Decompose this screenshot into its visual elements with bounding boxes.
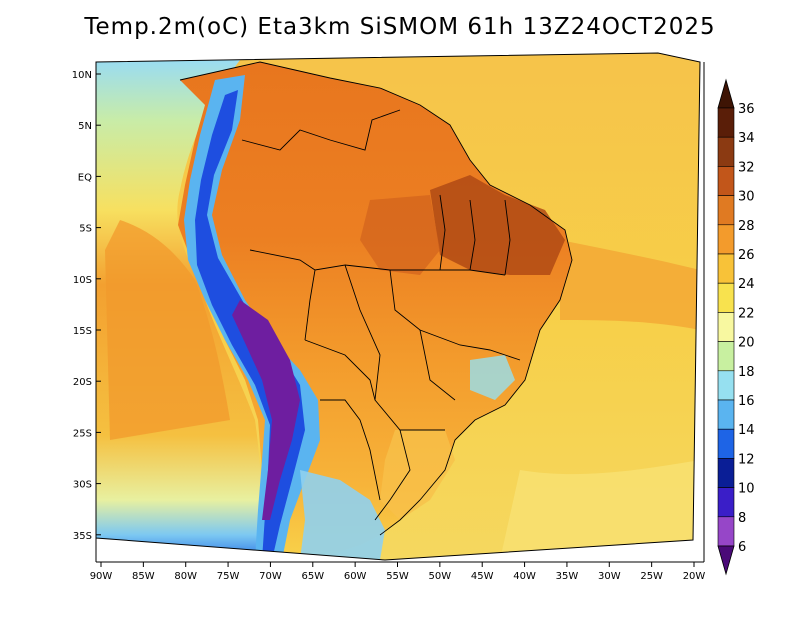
lon-label: 80W	[174, 571, 197, 582]
lat-label: 35S	[73, 531, 92, 542]
lat-label: 5N	[78, 121, 92, 132]
colorbar-label: 22	[738, 306, 755, 321]
southern-brazil-region	[380, 430, 455, 520]
lon-label: 25W	[640, 571, 663, 582]
map-bottom-axis	[95, 62, 705, 563]
colorbar-label: 30	[738, 190, 755, 205]
colorbar-label: 8	[738, 511, 746, 526]
colorbar-label: 16	[738, 394, 755, 409]
lon-label: 75W	[217, 571, 240, 582]
colorbar-label: 6	[738, 540, 746, 555]
cool-south-atlantic	[500, 460, 700, 560]
lon-label: 40W	[513, 571, 536, 582]
lat-label: 10S	[73, 275, 92, 286]
colorbar-swatch	[717, 224, 735, 255]
lat-label: 30S	[73, 480, 92, 491]
colorbar-label: 24	[738, 277, 755, 292]
colorbar-swatch	[717, 282, 735, 313]
political-borders	[179, 61, 573, 536]
southeast-highlands	[470, 355, 515, 400]
colorbar-swatch	[717, 312, 735, 342]
lat-label: 5S	[79, 224, 92, 235]
colorbar-label: 20	[738, 336, 755, 351]
colorbar-label: 12	[738, 452, 755, 467]
colorbar-swatch	[717, 136, 735, 167]
pacific-warm-core	[105, 220, 230, 440]
colorbar: 36 34 32 30 28 26 24 22 20 18 16 14 12 10 8 6	[717, 78, 755, 576]
colorbar-swatch	[717, 253, 735, 284]
colorbar-label: 14	[738, 423, 755, 438]
colorbar-swatch	[717, 458, 735, 488]
colorbar-min-arrow	[717, 545, 735, 576]
lat-label: EQ	[78, 172, 92, 183]
lon-label: 85W	[132, 571, 155, 582]
lat-label: 20S	[73, 377, 92, 388]
map-domain	[96, 53, 700, 560]
lon-label: 65W	[301, 571, 324, 582]
colorbar-label: 32	[738, 160, 755, 175]
colorbar-label: 36	[738, 102, 755, 117]
lon-label: 30W	[598, 571, 621, 582]
lat-label: 25S	[73, 428, 92, 439]
lon-label: 20W	[683, 571, 706, 582]
colorbar-swatch	[717, 370, 735, 401]
colorbar-swatch	[717, 195, 735, 226]
longitude-axis: 90W 85W 80W 75W 70W 65W 60W 55W 50W 45W 40W 35W 30W 2…	[90, 562, 706, 582]
warm-atlantic-band	[560, 240, 700, 330]
latitude-axis: 10N 5N EQ 5S 10S 15S 20S 25S 30S 35S	[72, 70, 101, 542]
map-title: Temp.2m(oC) Eta3km SiSMOM 61h 13Z24OCT20…	[84, 14, 716, 40]
lon-label: 50W	[429, 571, 452, 582]
lon-label: 90W	[90, 571, 113, 582]
colorbar-label: 18	[738, 365, 755, 380]
colorbar-label: 10	[738, 482, 755, 497]
colorbar-swatch	[717, 428, 735, 459]
colorbar-swatch	[717, 516, 735, 547]
lon-label: 55W	[386, 571, 409, 582]
colorbar-label: 28	[738, 219, 755, 234]
colorbar-max-arrow	[717, 78, 735, 109]
hot-northeast-region	[430, 175, 565, 275]
andes-altiplano	[232, 300, 300, 520]
colorbar-swatch	[717, 341, 735, 372]
lon-label: 60W	[344, 571, 367, 582]
lat-label: 15S	[73, 326, 92, 337]
lat-label: 10N	[72, 70, 92, 81]
colorbar-swatch	[717, 166, 735, 196]
colorbar-swatch	[717, 487, 735, 518]
colorbar-label: 34	[738, 131, 755, 146]
colorbar-swatch	[717, 399, 735, 430]
lon-label: 70W	[259, 571, 282, 582]
colorbar-label: 26	[738, 248, 755, 263]
hot-amazon-region	[360, 195, 440, 275]
lon-label: 35W	[556, 571, 579, 582]
colorbar-swatch	[717, 107, 735, 138]
patagonia-cool-region	[300, 470, 385, 560]
lon-label: 45W	[471, 571, 494, 582]
